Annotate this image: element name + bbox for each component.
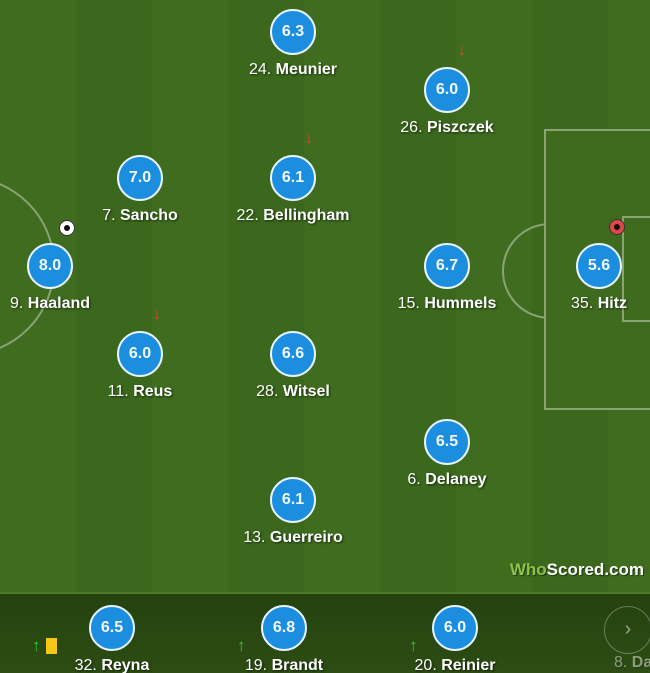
chevron-right-icon[interactable]: › xyxy=(604,606,650,654)
goal-area xyxy=(622,216,650,322)
substitutes-bench: 6.5 32. Reyna ↑ 6.8 19. Brandt ↑ 6.0 20.… xyxy=(0,592,650,673)
rating-badge: 6.6 xyxy=(270,331,316,377)
player-name: Reinier xyxy=(441,657,496,673)
player-reus[interactable]: 6.0 11. Reus xyxy=(70,331,210,401)
player-number: 35. xyxy=(570,295,594,312)
player-number: 13. xyxy=(243,529,266,546)
player-piszczek[interactable]: 6.0 26. Piszczek xyxy=(377,67,517,137)
rating-badge: 5.6 xyxy=(576,243,622,289)
player-name: Reyna xyxy=(101,657,150,673)
player-name: Bellingham xyxy=(263,207,350,224)
rating-badge: 6.5 xyxy=(89,605,135,651)
rating-badge: 6.1 xyxy=(270,477,316,523)
player-name: Reus xyxy=(133,383,173,400)
player-name: Piszczek xyxy=(426,119,494,136)
arrow-up-icon: ↑ xyxy=(32,636,41,655)
player-haaland[interactable]: 8.0 9. Haaland xyxy=(0,243,120,313)
player-name: Delaney xyxy=(425,471,487,488)
player-number: 20. xyxy=(414,657,437,673)
rating-badge: 8.0 xyxy=(27,243,73,289)
player-sancho[interactable]: 7.0 7. Sancho xyxy=(70,155,210,225)
player-number: 32. xyxy=(74,657,97,673)
player-number: 11. xyxy=(107,383,129,400)
player-number: 22. xyxy=(236,207,259,224)
rating-badge: 6.7 xyxy=(424,243,470,289)
player-number: 7. xyxy=(102,207,116,224)
sub-dahoud[interactable]: 8. Dah xyxy=(614,654,650,671)
rating-badge: 6.8 xyxy=(261,605,307,651)
whoscored-logo: WhoScored.com xyxy=(509,560,644,579)
arrow-up-icon: ↑ xyxy=(237,636,246,655)
arrow-down-icon: ↓ xyxy=(305,130,313,147)
arrow-down-icon: ↓ xyxy=(153,306,161,323)
player-name: Guerreiro xyxy=(269,529,343,546)
player-delaney[interactable]: 6.5 6. Delaney xyxy=(377,419,517,489)
arrow-down-icon: ↓ xyxy=(458,42,466,59)
player-bellingham[interactable]: 6.1 22. Bellingham xyxy=(223,155,363,225)
player-hitz[interactable]: 5.6 35. Hitz xyxy=(529,243,650,313)
arrow-up-icon: ↑ xyxy=(409,636,418,655)
sub-reyna[interactable]: 6.5 32. Reyna xyxy=(42,605,182,673)
yellow-card-icon xyxy=(46,638,57,654)
football-icon xyxy=(59,220,75,236)
sub-brandt[interactable]: 6.8 19. Brandt xyxy=(214,605,354,673)
rating-badge: 7.0 xyxy=(117,155,163,201)
player-number: 24. xyxy=(248,61,272,78)
player-guerreiro[interactable]: 6.1 13. Guerreiro xyxy=(223,477,363,547)
player-witsel[interactable]: 6.6 28. Witsel xyxy=(223,331,363,401)
player-name: Meunier xyxy=(275,61,338,78)
player-number: 9. xyxy=(9,295,24,312)
pitch: 6.3 24. Meunier 6.0 26. Piszczek ↓ 7.0 7… xyxy=(0,0,650,592)
player-name: Hummels xyxy=(424,295,497,312)
player-name: Brandt xyxy=(271,657,324,673)
rating-badge: 6.0 xyxy=(117,331,163,377)
player-meunier[interactable]: 6.3 24. Meunier xyxy=(223,9,363,79)
own-goal-icon xyxy=(609,219,625,235)
rating-badge: 6.0 xyxy=(432,605,478,651)
player-number: 6. xyxy=(407,471,421,488)
player-hummels[interactable]: 6.7 15. Hummels xyxy=(377,243,517,313)
player-number: 26. xyxy=(400,119,423,136)
sub-reinier[interactable]: 6.0 20. Reinier xyxy=(385,605,525,673)
rating-badge: 6.1 xyxy=(270,155,316,201)
rating-badge: 6.5 xyxy=(424,419,470,465)
player-name: Sancho xyxy=(120,207,178,224)
player-name: Hitz xyxy=(597,295,628,312)
rating-badge: 6.3 xyxy=(270,9,316,55)
player-name: Witsel xyxy=(282,383,330,400)
player-name: Haaland xyxy=(27,295,91,312)
rating-badge: 6.0 xyxy=(424,67,470,113)
player-number: 19. xyxy=(244,657,268,673)
player-number: 15. xyxy=(397,295,420,312)
player-number: 28. xyxy=(256,383,279,400)
